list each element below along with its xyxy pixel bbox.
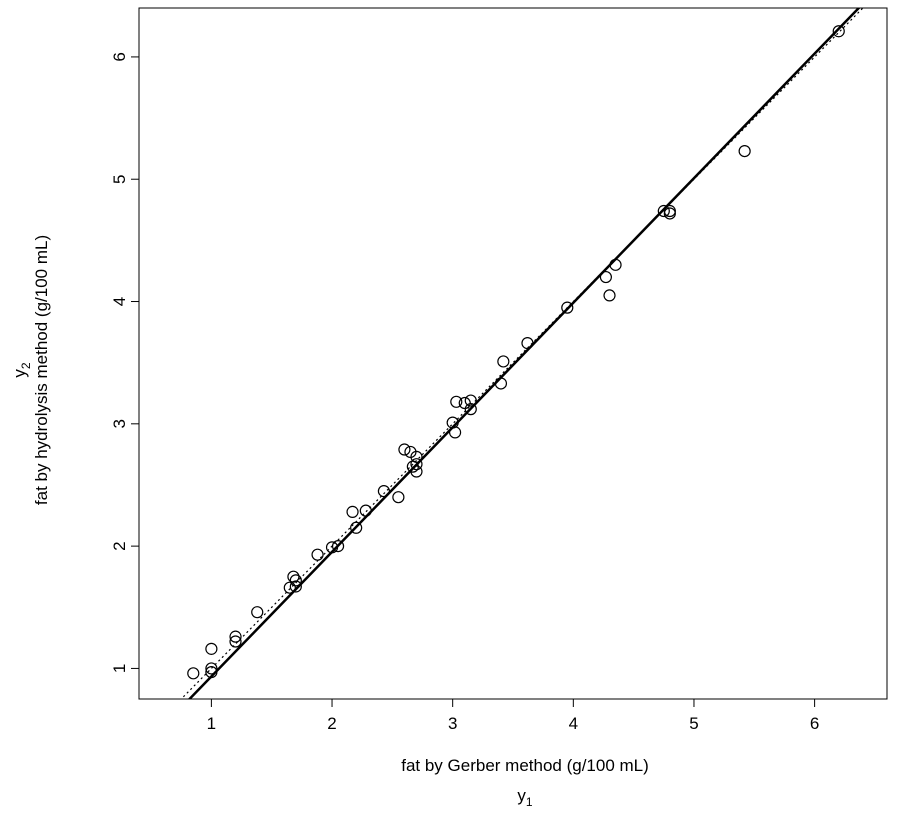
- data-point: [350, 521, 363, 534]
- data-point: [251, 606, 264, 619]
- data-point: [410, 450, 423, 463]
- data-point: [603, 289, 616, 302]
- data-point: [450, 395, 463, 408]
- data-point: [497, 355, 510, 368]
- data-point: [311, 548, 324, 561]
- y-axis-symbol: y2: [10, 362, 33, 378]
- data-point: [657, 204, 670, 218]
- data-point: [494, 377, 508, 390]
- data-point: [325, 541, 339, 554]
- data-point: [458, 396, 471, 410]
- y-tick-label: 4: [110, 297, 129, 306]
- x-tick-label: 5: [689, 714, 698, 733]
- x-tick-label: 1: [207, 714, 216, 733]
- data-point: [738, 144, 751, 158]
- fit-lines: [180, 8, 864, 699]
- x-axis-label: fat by Gerber method (g/100 mL): [401, 756, 649, 775]
- data-point: [521, 337, 534, 350]
- y-tick-label: 6: [110, 52, 129, 61]
- data-point: [398, 443, 411, 456]
- y-tick-label: 2: [110, 541, 129, 550]
- data-point: [205, 665, 218, 679]
- data-point: [410, 458, 423, 471]
- data-point: [289, 580, 302, 593]
- data-point: [229, 635, 242, 648]
- data-point: [359, 504, 372, 517]
- data-point: [377, 484, 391, 498]
- data-point: [289, 574, 302, 587]
- data-point: [410, 465, 423, 478]
- data-point: [392, 491, 405, 504]
- data-point: [599, 270, 612, 284]
- x-tick-label: 3: [448, 714, 457, 733]
- y-tick-label: 3: [110, 419, 129, 428]
- data-point: [205, 642, 218, 655]
- data-point: [464, 403, 477, 416]
- data-point: [205, 662, 218, 675]
- data-point: [832, 25, 845, 38]
- data-point: [609, 258, 622, 271]
- data-point: [663, 207, 676, 220]
- y-tick-label: 5: [110, 174, 129, 183]
- y-tick-label: 1: [110, 664, 129, 673]
- data-point: [331, 540, 345, 553]
- x-tick-label: 4: [569, 714, 578, 733]
- data-point: [287, 570, 300, 583]
- data-point: [229, 630, 242, 643]
- x-tick-label: 2: [327, 714, 336, 733]
- data-point: [448, 426, 462, 439]
- regression-line: [187, 8, 861, 699]
- data-point: [283, 581, 296, 594]
- data-point: [561, 301, 574, 314]
- x-axis: 1 2 3 4 5 6: [207, 699, 819, 733]
- y-axis: 1 2 3 4 5 6: [110, 52, 139, 673]
- data-points: [187, 25, 845, 680]
- y-axis-label: fat by hydrolysis method (g/100 mL): [32, 235, 51, 505]
- data-point: [187, 667, 200, 680]
- x-axis-symbol: y1: [517, 786, 533, 809]
- plot-frame: [138, 7, 888, 700]
- data-point: [346, 505, 359, 518]
- data-point: [663, 204, 676, 218]
- x-tick-label: 6: [810, 714, 819, 733]
- data-point: [464, 394, 477, 407]
